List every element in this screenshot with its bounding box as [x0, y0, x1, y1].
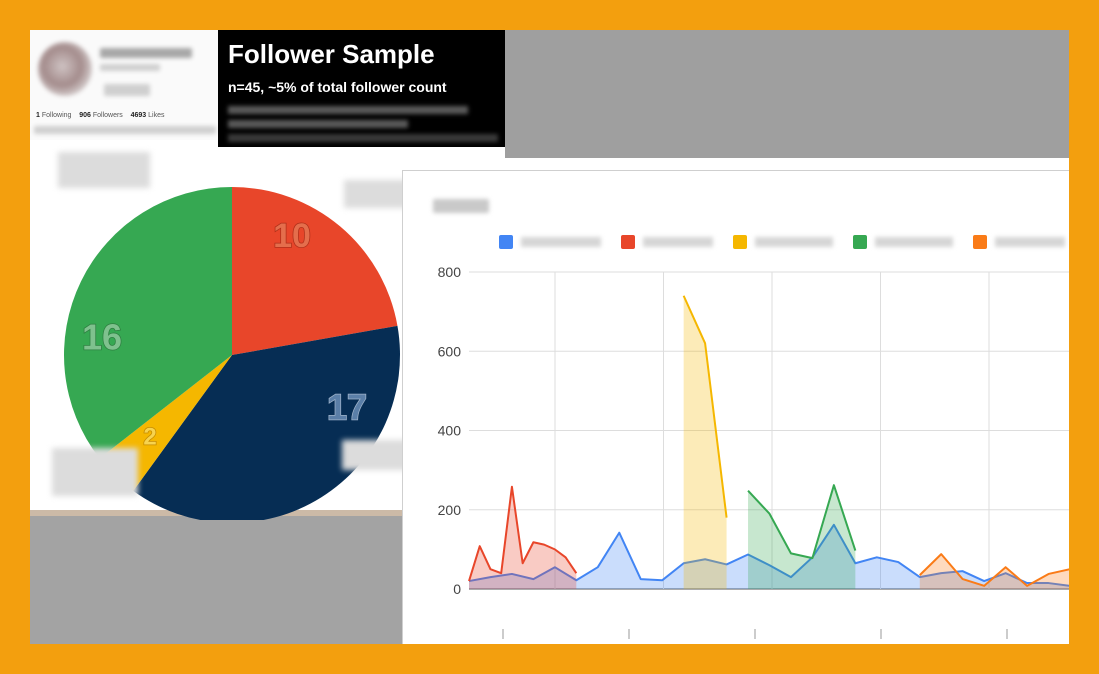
- blurred-caption-line-1: [228, 106, 468, 114]
- y-tick-label: 400: [438, 423, 462, 439]
- profile-card: 1 Following 906 Followers 4693 Likes: [30, 30, 220, 140]
- likes-label: Likes: [148, 112, 165, 119]
- y-tick-label: 200: [438, 502, 462, 518]
- legend-label-orange: [995, 237, 1065, 247]
- blurred-slice-label-green: [58, 152, 150, 188]
- pie-slice: [64, 187, 232, 459]
- pie-slice: [133, 325, 400, 520]
- series-area: [748, 485, 856, 589]
- series-line: [468, 485, 578, 582]
- pie-slice-label: 2: [143, 423, 156, 450]
- pie-slice: [232, 187, 398, 355]
- following-label: Following: [41, 112, 72, 119]
- pie-chart: 10 17 2 16: [64, 187, 400, 520]
- series-area: [469, 486, 577, 589]
- pie-slice-label: 10: [273, 217, 311, 255]
- likes-count: 4693: [130, 112, 147, 119]
- following-count: 1: [36, 112, 40, 119]
- followers-count: 906: [79, 112, 91, 119]
- blurred-caption-line-2: [228, 120, 408, 128]
- followers-label: Followers: [92, 112, 123, 119]
- y-tick-label: 600: [438, 343, 462, 359]
- legend-swatch-red: [621, 235, 635, 249]
- blurred-handle: [100, 64, 160, 71]
- profile-stats: 1 Following 906 Followers 4693 Likes: [36, 112, 164, 119]
- series-area: [683, 295, 727, 589]
- legend-label-yellow: [755, 237, 833, 247]
- blurred-button: [104, 84, 150, 96]
- image-frame: 1 Following 906 Followers 4693 Likes Fol…: [30, 30, 1069, 644]
- pie-slice-label: 17: [327, 387, 367, 428]
- series-line: [747, 484, 857, 560]
- series-area: [469, 524, 1069, 589]
- series-line: [468, 523, 1069, 587]
- legend-label-blue: [521, 237, 601, 247]
- redacted-area-top: [505, 30, 1069, 158]
- banner-title: Follower Sample: [228, 39, 435, 69]
- title-banner: Follower Sample n=45, ~5% of total follo…: [218, 30, 505, 147]
- legend-swatch-blue: [499, 235, 513, 249]
- legend-label-red: [643, 237, 713, 247]
- y-tick-label: 0: [453, 581, 461, 597]
- series-line: [919, 553, 1069, 587]
- banner-subtitle: n=45, ~5% of total follower count: [228, 79, 447, 95]
- blurred-bio: [34, 126, 216, 134]
- series-area: [919, 554, 1069, 589]
- area-chart: 0 200 400 600 800: [438, 264, 1069, 639]
- blurred-chart-title: [433, 199, 489, 213]
- legend-label-green: [875, 237, 953, 247]
- legend-swatch-orange: [973, 235, 987, 249]
- legend-swatch-green: [853, 235, 867, 249]
- y-tick-label: 800: [438, 264, 462, 280]
- redacted-area-bottom: [30, 516, 450, 644]
- blurred-username: [100, 48, 192, 58]
- blurred-caption-line-3: [228, 134, 498, 142]
- avatar: [38, 42, 92, 96]
- series-line: [682, 295, 728, 518]
- pie-slice-label: 16: [82, 317, 122, 358]
- line-chart-panel: 0 200 400 600 800: [402, 170, 1069, 644]
- legend-swatch-yellow: [733, 235, 747, 249]
- blurred-slice-label-yellow: [52, 448, 138, 496]
